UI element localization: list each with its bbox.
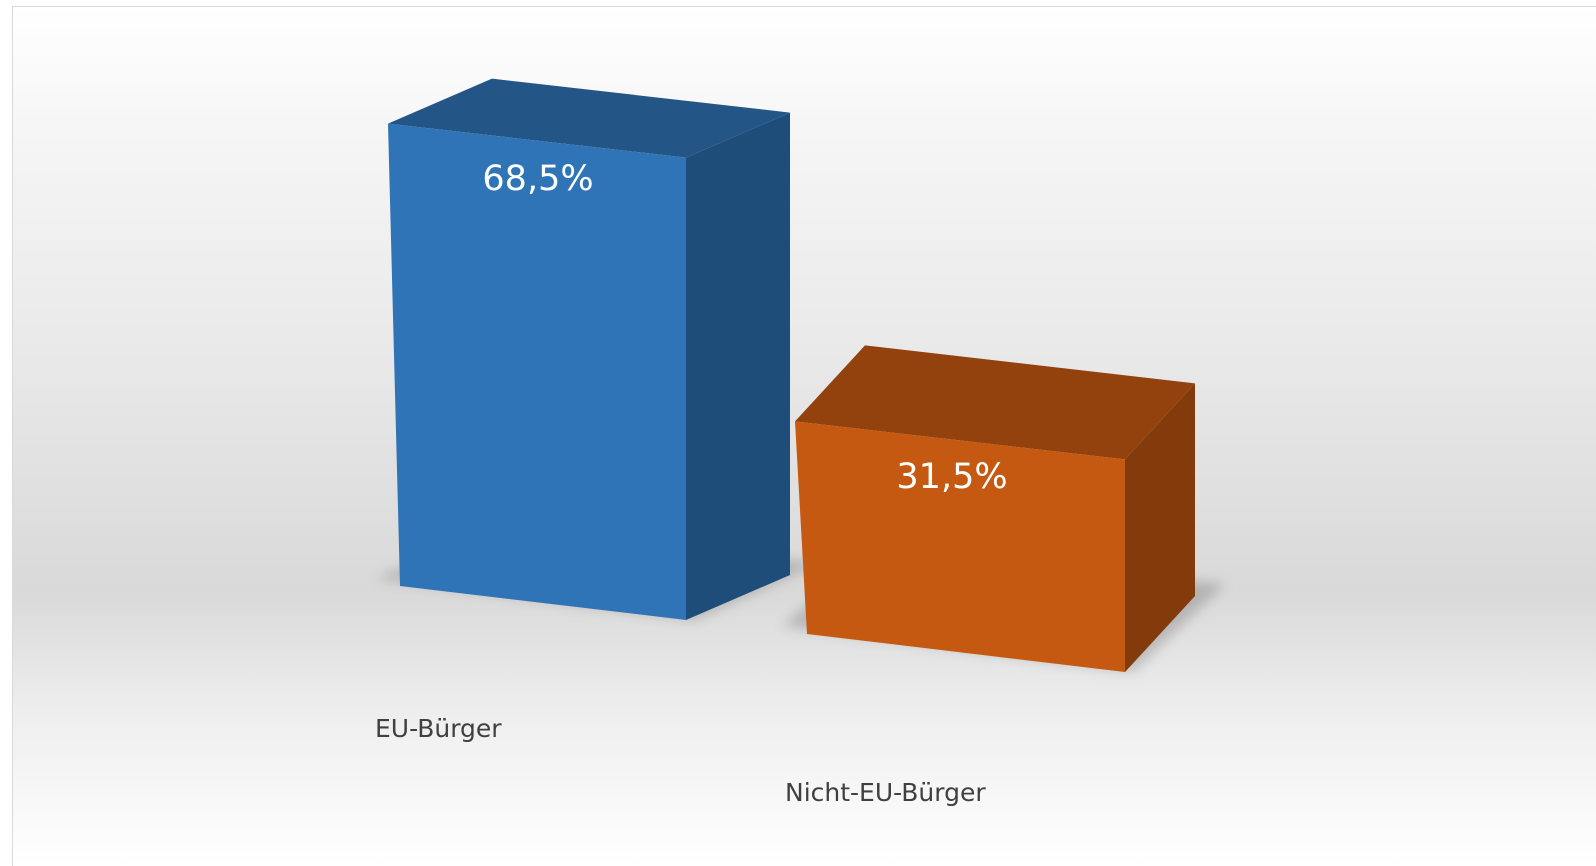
bar-side-face xyxy=(686,112,790,620)
data-label: 68,5% xyxy=(482,159,593,199)
category-label: Nicht-EU-Bürger xyxy=(785,778,986,807)
bar-side-face xyxy=(1125,383,1195,672)
bar-front-face xyxy=(795,421,1125,672)
bar-2[interactable] xyxy=(782,345,1225,672)
bar-top-face xyxy=(795,345,1195,460)
data-label: 31,5% xyxy=(896,457,1007,497)
category-label: EU-Bürger xyxy=(375,714,502,743)
bar-top-face xyxy=(388,78,790,158)
bar-front-face xyxy=(388,123,686,620)
bar-1[interactable] xyxy=(375,78,820,620)
